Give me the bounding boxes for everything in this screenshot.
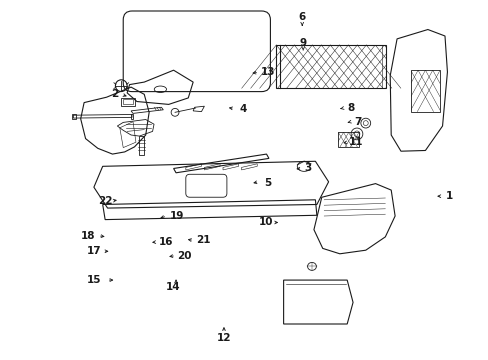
Bar: [72, 114, 76, 119]
Text: 4: 4: [239, 104, 247, 114]
Text: 8: 8: [347, 103, 354, 113]
Text: 6: 6: [298, 12, 305, 22]
Bar: [410, 70, 439, 112]
Text: 12: 12: [216, 333, 231, 343]
Text: 5: 5: [264, 178, 271, 188]
Text: 13: 13: [260, 67, 275, 77]
Text: 14: 14: [166, 282, 181, 292]
Text: 18: 18: [81, 231, 95, 241]
Text: 11: 11: [348, 137, 363, 147]
Bar: [121, 98, 135, 106]
Text: 21: 21: [195, 235, 210, 246]
Text: 9: 9: [299, 38, 306, 48]
Text: 1: 1: [446, 191, 452, 201]
Text: 10: 10: [259, 217, 273, 228]
Text: 3: 3: [304, 163, 311, 174]
Bar: [338, 132, 358, 147]
Text: 19: 19: [169, 211, 184, 221]
Text: 7: 7: [354, 117, 362, 127]
Text: 20: 20: [177, 251, 192, 261]
Text: 17: 17: [87, 246, 102, 256]
Text: 16: 16: [159, 237, 173, 247]
Bar: [131, 114, 133, 119]
Text: 15: 15: [87, 275, 102, 285]
Bar: [276, 45, 386, 88]
Text: 2: 2: [111, 89, 118, 99]
Bar: [123, 99, 133, 104]
Text: 22: 22: [98, 196, 112, 206]
